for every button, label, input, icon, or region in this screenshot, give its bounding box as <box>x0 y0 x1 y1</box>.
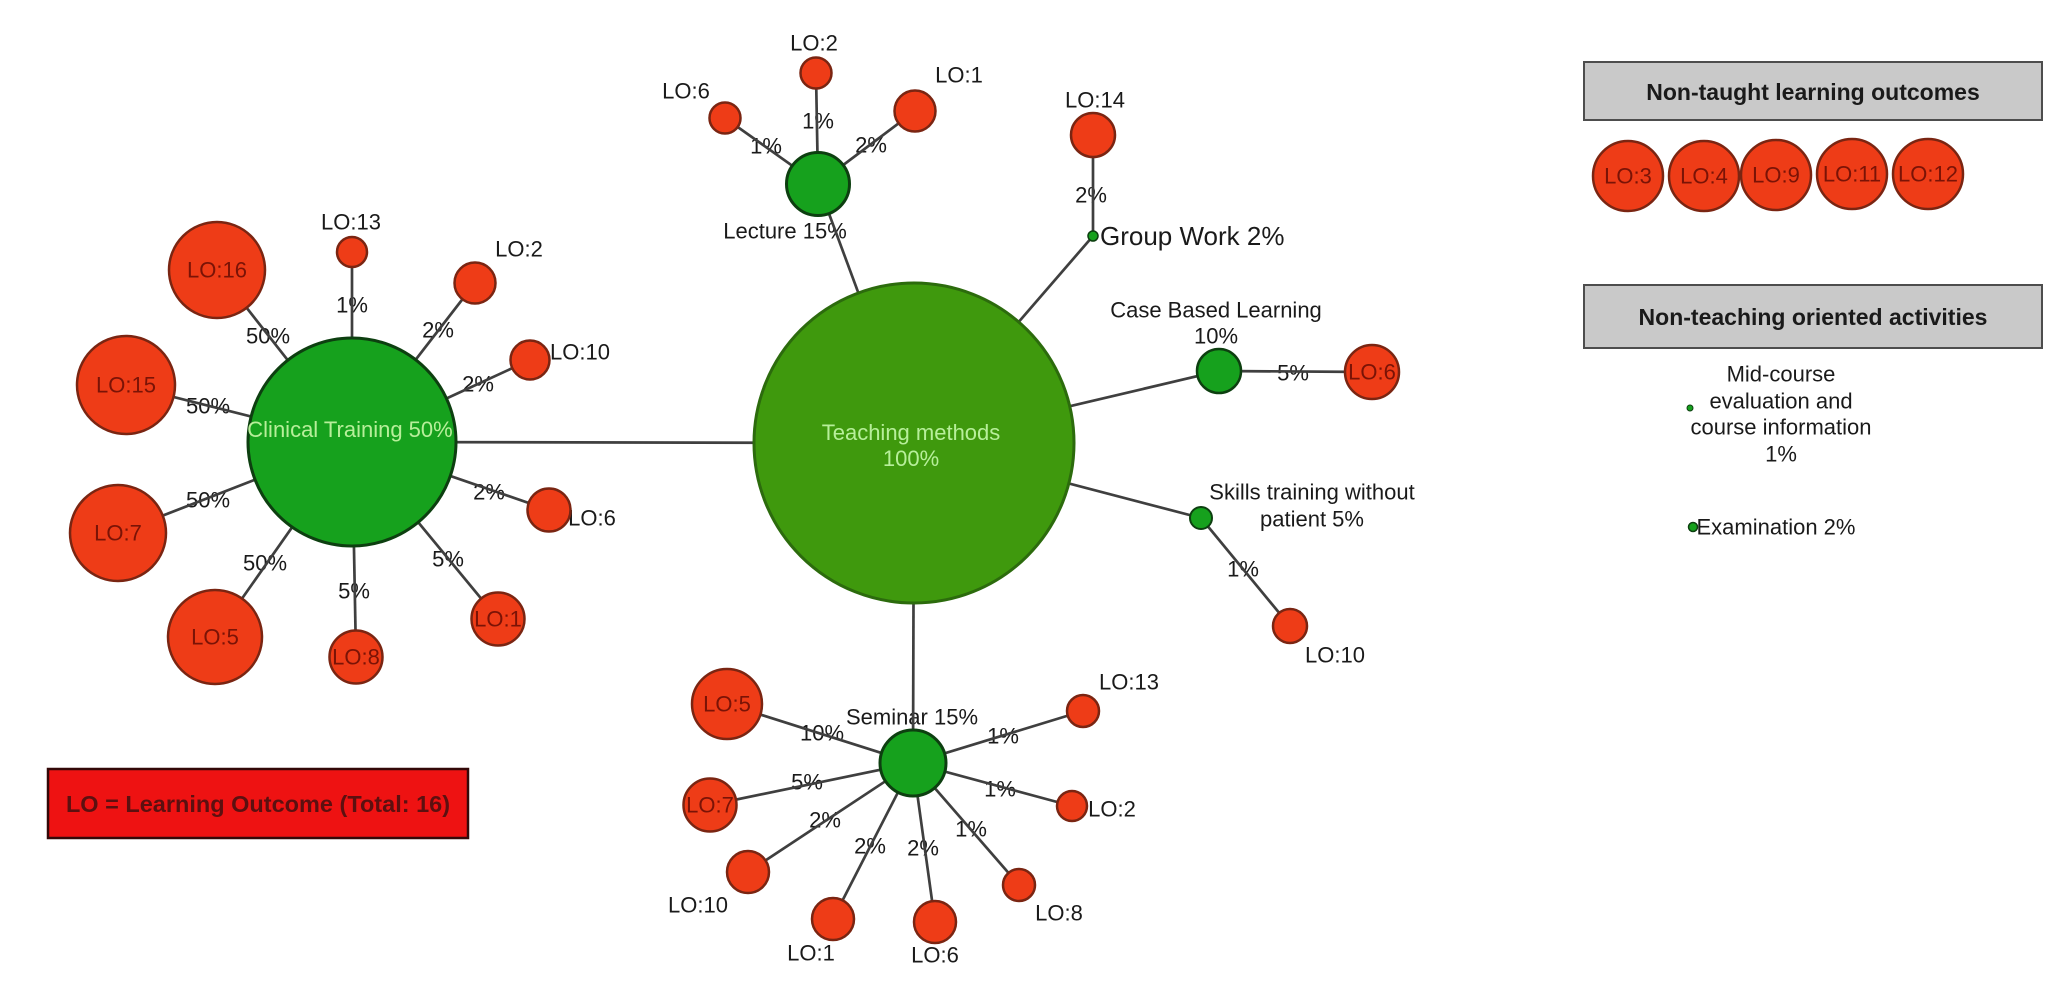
svg-text:Non-teaching oriented activiti: Non-teaching oriented activities <box>1639 304 1988 330</box>
svg-text:LO:3: LO:3 <box>1604 164 1652 189</box>
svg-text:LO:7: LO:7 <box>94 521 142 546</box>
svg-text:LO:6: LO:6 <box>1348 360 1396 385</box>
svg-text:1%: 1% <box>1765 442 1797 467</box>
svg-text:Skills training without: Skills training without <box>1209 480 1414 505</box>
svg-text:LO:1: LO:1 <box>474 607 522 632</box>
svg-text:LO:9: LO:9 <box>1752 163 1800 188</box>
svg-text:LO:16: LO:16 <box>187 258 247 283</box>
svg-text:LO = Learning Outcome (Total:: LO = Learning Outcome (Total: 16) <box>66 791 450 817</box>
svg-text:LO:13: LO:13 <box>1099 670 1159 695</box>
svg-text:LO:5: LO:5 <box>191 625 239 650</box>
svg-text:2%: 2% <box>1075 183 1107 208</box>
svg-text:100%: 100% <box>883 446 939 471</box>
svg-text:LO:12: LO:12 <box>1898 162 1958 187</box>
svg-text:LO:5: LO:5 <box>703 692 751 717</box>
svg-text:LO:10: LO:10 <box>668 893 728 918</box>
svg-text:Clinical Training 50%: Clinical Training 50% <box>247 417 452 442</box>
svg-text:LO:7: LO:7 <box>686 793 734 818</box>
svg-text:Group Work 2%: Group Work 2% <box>1100 221 1284 251</box>
svg-text:LO:2: LO:2 <box>495 237 543 262</box>
svg-text:LO:2: LO:2 <box>790 31 838 56</box>
svg-text:LO:13: LO:13 <box>321 210 381 235</box>
svg-text:Non-taught learning outcomes: Non-taught learning outcomes <box>1646 79 1980 105</box>
svg-text:course information: course information <box>1691 415 1872 440</box>
svg-text:patient 5%: patient 5% <box>1260 507 1364 532</box>
svg-text:LO:11: LO:11 <box>1823 162 1881 187</box>
svg-text:LO:8: LO:8 <box>1035 901 1083 926</box>
svg-text:Case Based Learning: Case Based Learning <box>1110 298 1322 323</box>
svg-text:LO:10: LO:10 <box>1305 643 1365 668</box>
svg-text:LO:10: LO:10 <box>550 340 610 365</box>
svg-text:LO:2: LO:2 <box>1088 797 1136 822</box>
svg-text:LO:1: LO:1 <box>935 63 983 88</box>
svg-text:Examination 2%: Examination 2% <box>1697 515 1856 540</box>
svg-text:Teaching methods: Teaching methods <box>822 420 1001 445</box>
svg-text:5%: 5% <box>1277 361 1309 386</box>
svg-text:Mid-course: Mid-course <box>1727 362 1836 387</box>
svg-text:Lecture 15%: Lecture 15% <box>723 219 847 244</box>
svg-text:LO:4: LO:4 <box>1680 164 1728 189</box>
svg-text:LO:1: LO:1 <box>787 941 835 966</box>
svg-text:LO:14: LO:14 <box>1065 88 1125 113</box>
svg-text:LO:15: LO:15 <box>96 373 156 398</box>
svg-text:LO:6: LO:6 <box>662 79 710 104</box>
svg-text:50%: 50% <box>243 551 287 576</box>
svg-text:LO:6: LO:6 <box>568 506 616 531</box>
svg-text:evaluation and: evaluation and <box>1709 389 1852 414</box>
svg-text:LO:8: LO:8 <box>332 645 380 670</box>
svg-text:10%: 10% <box>1194 324 1238 349</box>
svg-text:LO:6: LO:6 <box>911 943 959 968</box>
